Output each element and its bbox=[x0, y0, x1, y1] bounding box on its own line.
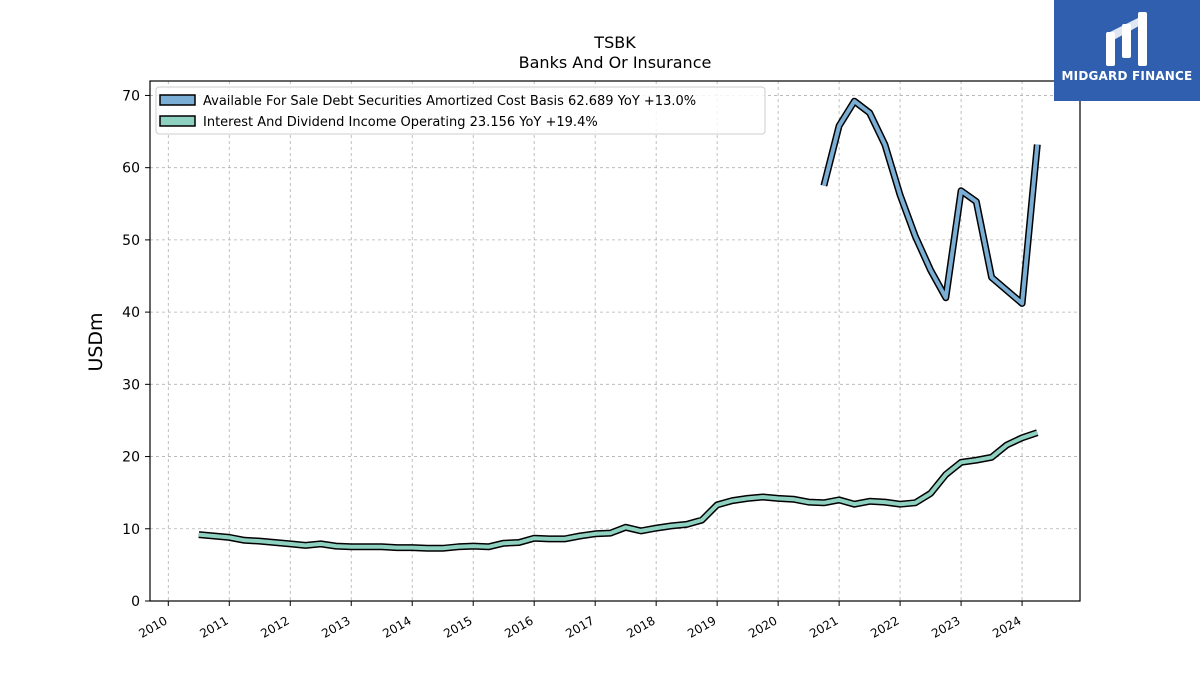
axes: 0 10 20 30 40 50 60 70 2010 2011 2012 2013 2014 2015 2… bbox=[122, 88, 1023, 640]
legend-label: Interest And Dividend Income Operating 2… bbox=[203, 115, 598, 130]
y-tick-label: 30 bbox=[122, 377, 140, 393]
y-axis-label: USDm bbox=[85, 312, 107, 371]
x-tick-label: 2014 bbox=[380, 613, 413, 640]
x-tick-label: 2021 bbox=[807, 613, 840, 640]
x-tick-label: 2011 bbox=[197, 613, 230, 640]
y-tick-label: 20 bbox=[122, 450, 140, 466]
x-tick-label: 2013 bbox=[319, 613, 352, 640]
x-tick-label: 2020 bbox=[746, 613, 779, 640]
x-tick-label: 2022 bbox=[868, 613, 901, 640]
y-tick-label: 10 bbox=[122, 522, 140, 538]
series-layer bbox=[198, 97, 1041, 552]
x-tick-label: 2017 bbox=[563, 613, 596, 640]
y-tick-label: 70 bbox=[122, 88, 140, 104]
series-line bbox=[198, 430, 1038, 551]
legend: Available For Sale Debt Securities Amort… bbox=[155, 86, 766, 135]
plot-frame bbox=[149, 80, 1081, 602]
x-tick-label: 2024 bbox=[990, 613, 1023, 640]
series-1 bbox=[820, 97, 1041, 307]
x-tick-label: 2018 bbox=[624, 613, 657, 640]
midgard-m-logo-icon bbox=[1106, 12, 1147, 66]
y-tick-label: 60 bbox=[122, 161, 140, 177]
x-tick-label: 2019 bbox=[685, 613, 718, 640]
legend-label: Available For Sale Debt Securities Amort… bbox=[203, 94, 696, 109]
x-tick-label: 2012 bbox=[258, 613, 291, 640]
x-tick-label: 2010 bbox=[136, 613, 169, 640]
x-tick-label: 2023 bbox=[929, 613, 962, 640]
y-tick-label: 0 bbox=[131, 594, 140, 610]
x-tick-label: 2016 bbox=[502, 613, 535, 640]
brand-name: MIDGARD FINANCE bbox=[1061, 69, 1193, 83]
x-tick-label: 2015 bbox=[441, 613, 474, 640]
chart-title: TSBK bbox=[593, 33, 636, 52]
legend-swatch bbox=[159, 115, 196, 127]
series-2 bbox=[198, 429, 1039, 552]
y-tick-label: 40 bbox=[122, 305, 140, 321]
chart-subtitle: Banks And Or Insurance bbox=[519, 53, 712, 72]
y-tick-label: 50 bbox=[122, 233, 140, 249]
series-line bbox=[821, 99, 1040, 306]
legend-swatch bbox=[159, 94, 196, 106]
legend-box bbox=[155, 86, 766, 135]
grid bbox=[150, 81, 1080, 602]
brand-logo: MIDGARD FINANCE bbox=[1054, 0, 1200, 101]
